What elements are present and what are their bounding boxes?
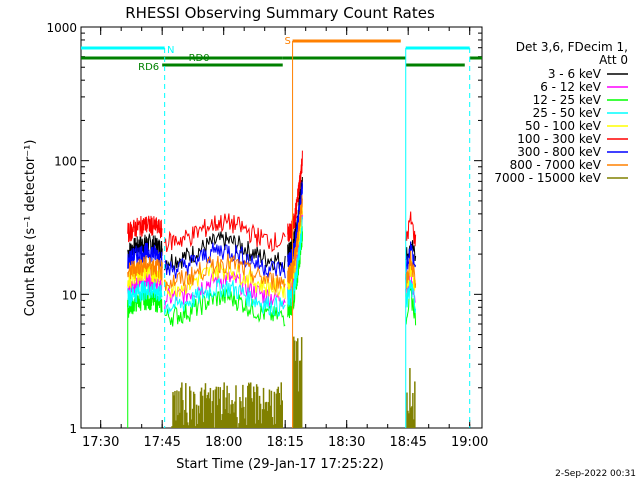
- y-axis-label: Count Rate (s⁻¹ detector⁻¹): [23, 140, 38, 317]
- series-line-2: [127, 290, 163, 318]
- legend-entry-label: 50 - 100 keV: [525, 119, 602, 133]
- y-tick-label: 1: [69, 422, 77, 436]
- footer-timestamp: 2-Sep-2022 00:31: [555, 469, 636, 479]
- x-tick-label: 18:00: [205, 435, 242, 450]
- series-line-3: [405, 279, 417, 313]
- x-tick-label: 18:30: [328, 435, 365, 450]
- annotation-label: RD0: [189, 53, 210, 64]
- y-tick-label: 10: [62, 288, 77, 302]
- series-line-3: [164, 277, 286, 317]
- legend-entry-label: 6 - 12 keV: [540, 80, 602, 94]
- series-line-2: [405, 286, 417, 326]
- annotation-label: S: [284, 36, 290, 47]
- y-tick-label: 100: [54, 155, 77, 169]
- series-line-6: [164, 242, 286, 279]
- legend-header: Det 3,6, FDecim 1,: [516, 40, 628, 54]
- series-line-3: [287, 216, 303, 307]
- series-line-7: [287, 195, 303, 284]
- legend-entry-label: 25 - 50 keV: [533, 106, 602, 120]
- series-line-3: [127, 280, 163, 309]
- x-tick-label: 19:00: [451, 435, 488, 450]
- series-line-1: [164, 270, 286, 309]
- plot-layer: 1 10 100 1000 17:30 17:45 18:00 18:15 18:30 18:45…: [46, 21, 488, 450]
- series-line-4: [405, 260, 417, 297]
- series-line-7: [127, 255, 163, 281]
- y-tick-label: 1000: [46, 21, 77, 35]
- chart-title: RHESSI Observing Summary Count Rates: [125, 4, 435, 22]
- legend-header: Att 0: [599, 53, 628, 67]
- legend-entry-label: 100 - 300 keV: [517, 132, 601, 146]
- series-line-7: [164, 253, 286, 293]
- series-line-5: [405, 211, 417, 247]
- series-line-5: [164, 213, 286, 253]
- annotation-label: RD6: [138, 62, 159, 73]
- x-tick-label: 18:15: [266, 435, 303, 450]
- series-line-4: [287, 202, 303, 291]
- annotation-label: N: [167, 45, 174, 56]
- x-tick-label: 18:45: [389, 435, 426, 450]
- x-tick-label: 17:45: [143, 435, 180, 450]
- x-axis-label: Start Time (29-Jan-17 17:25:22): [176, 457, 384, 472]
- legend-entry-label: 7000 - 15000 keV: [494, 171, 601, 185]
- legend-entry-label: 300 - 800 keV: [517, 145, 601, 159]
- series-line-0: [164, 231, 286, 273]
- series-line-5: [127, 215, 163, 243]
- legend-entry-label: 3 - 6 keV: [548, 67, 602, 81]
- legend-entry-label: 12 - 25 keV: [533, 93, 602, 107]
- x-tick-label: 17:30: [82, 435, 119, 450]
- series-line-6: [405, 241, 417, 280]
- legend-entry-label: 800 - 7000 keV: [510, 158, 602, 172]
- series-line-7: [405, 250, 417, 290]
- series-line-5: [287, 150, 303, 243]
